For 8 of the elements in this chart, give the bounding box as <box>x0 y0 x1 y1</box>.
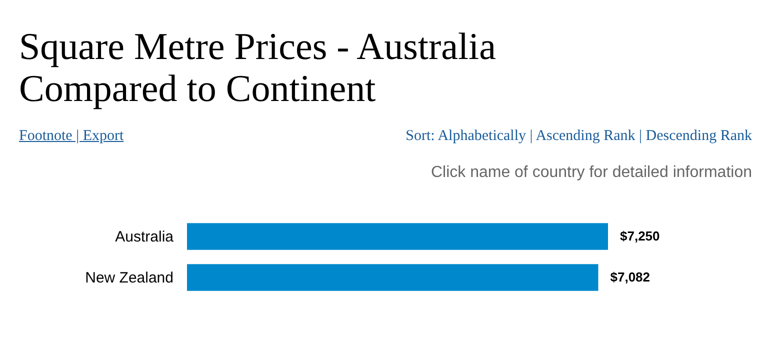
chart-title: Square Metre Prices - Australia Compared to Continent <box>19 26 497 110</box>
data-label: $7,250 <box>620 228 660 244</box>
data-label: $7,082 <box>610 270 650 285</box>
y-tick-label: Australia <box>115 228 174 246</box>
y-tick-label: New Zealand <box>85 270 174 287</box>
text: Click name of country for detailed information <box>430 164 752 182</box>
text: Sort: Alphabetically | Ascending Rank | Descending Rank <box>406 128 752 145</box>
text: Footnote | Export <box>19 128 124 145</box>
